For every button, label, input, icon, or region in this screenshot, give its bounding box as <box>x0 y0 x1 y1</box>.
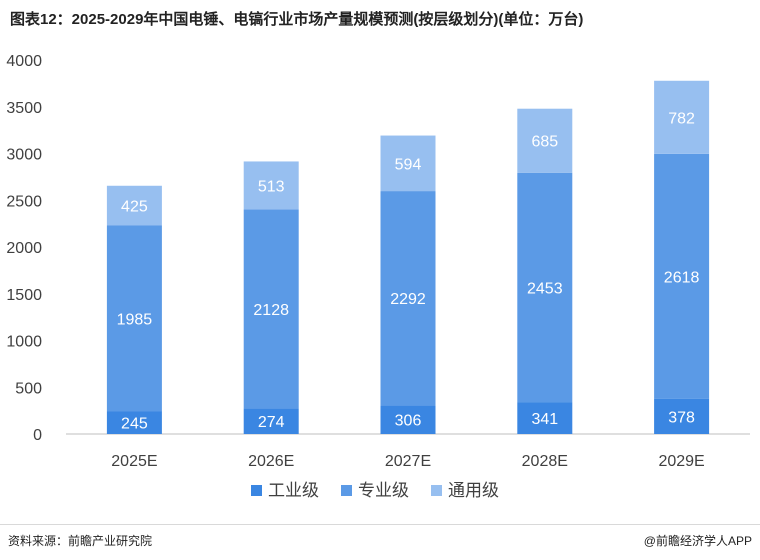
source-note: 资料来源：前瞻产业研究院 <box>8 534 153 548</box>
bar-segment-professional <box>654 153 710 399</box>
y-tick-label: 4000 <box>6 53 42 70</box>
data-label: 513 <box>258 178 285 195</box>
x-tick-label: 2025E <box>111 453 157 470</box>
data-label: 782 <box>668 110 695 127</box>
legend-swatch <box>431 485 442 496</box>
bar-segment-industrial <box>517 402 573 434</box>
data-label: 685 <box>531 134 558 151</box>
footer-divider <box>0 524 760 525</box>
legend-swatch <box>341 485 352 496</box>
bar-segment-industrial <box>106 411 162 434</box>
y-tick-label: 1500 <box>6 287 42 304</box>
bar-segment-general <box>243 161 299 210</box>
data-label: 2128 <box>253 302 289 319</box>
data-label: 245 <box>121 416 148 433</box>
legend-label: 通用级 <box>448 481 499 500</box>
bar-segment-industrial <box>654 398 710 434</box>
legend-label: 专业级 <box>358 481 409 500</box>
y-tick-label: 3500 <box>6 100 42 117</box>
y-tick-label: 2000 <box>6 240 42 257</box>
data-label: 2453 <box>527 280 563 297</box>
x-tick-label: 2029E <box>658 453 704 470</box>
data-label: 594 <box>395 156 422 173</box>
legend-label: 工业级 <box>268 481 319 500</box>
brand-note: @前瞻经济学人APP <box>643 534 752 548</box>
data-label: 274 <box>258 414 285 431</box>
data-label: 2292 <box>390 291 426 308</box>
legend-swatch <box>251 485 262 496</box>
y-tick-label: 2500 <box>6 193 42 210</box>
data-label: 341 <box>531 411 558 428</box>
data-label: 306 <box>395 413 422 430</box>
x-tick-label: 2027E <box>385 453 431 470</box>
bar-segment-general <box>654 80 710 154</box>
data-label: 378 <box>668 409 695 426</box>
bar-segment-professional <box>243 209 299 409</box>
data-label: 425 <box>121 199 148 216</box>
y-tick-label: 3000 <box>6 147 42 164</box>
x-tick-label: 2026E <box>248 453 294 470</box>
data-label: 1985 <box>117 311 153 328</box>
bar-segment-general <box>106 185 162 226</box>
bar-segment-industrial <box>243 408 299 434</box>
y-tick-label: 1000 <box>6 334 42 351</box>
bar-segment-industrial <box>380 405 436 434</box>
data-label: 2618 <box>664 269 700 286</box>
y-tick-label: 500 <box>15 380 42 397</box>
bar-segment-general <box>517 108 573 173</box>
bar-segment-professional <box>517 172 573 403</box>
bar-segment-professional <box>106 225 162 412</box>
bar-segment-professional <box>380 191 436 406</box>
x-tick-label: 2028E <box>522 453 568 470</box>
bar-segment-general <box>380 135 436 192</box>
chart-title: 图表12：2025-2029年中国电锤、电镐行业市场产量规模预测(按层级划分)(… <box>10 11 584 28</box>
y-tick-label: 0 <box>33 427 42 444</box>
